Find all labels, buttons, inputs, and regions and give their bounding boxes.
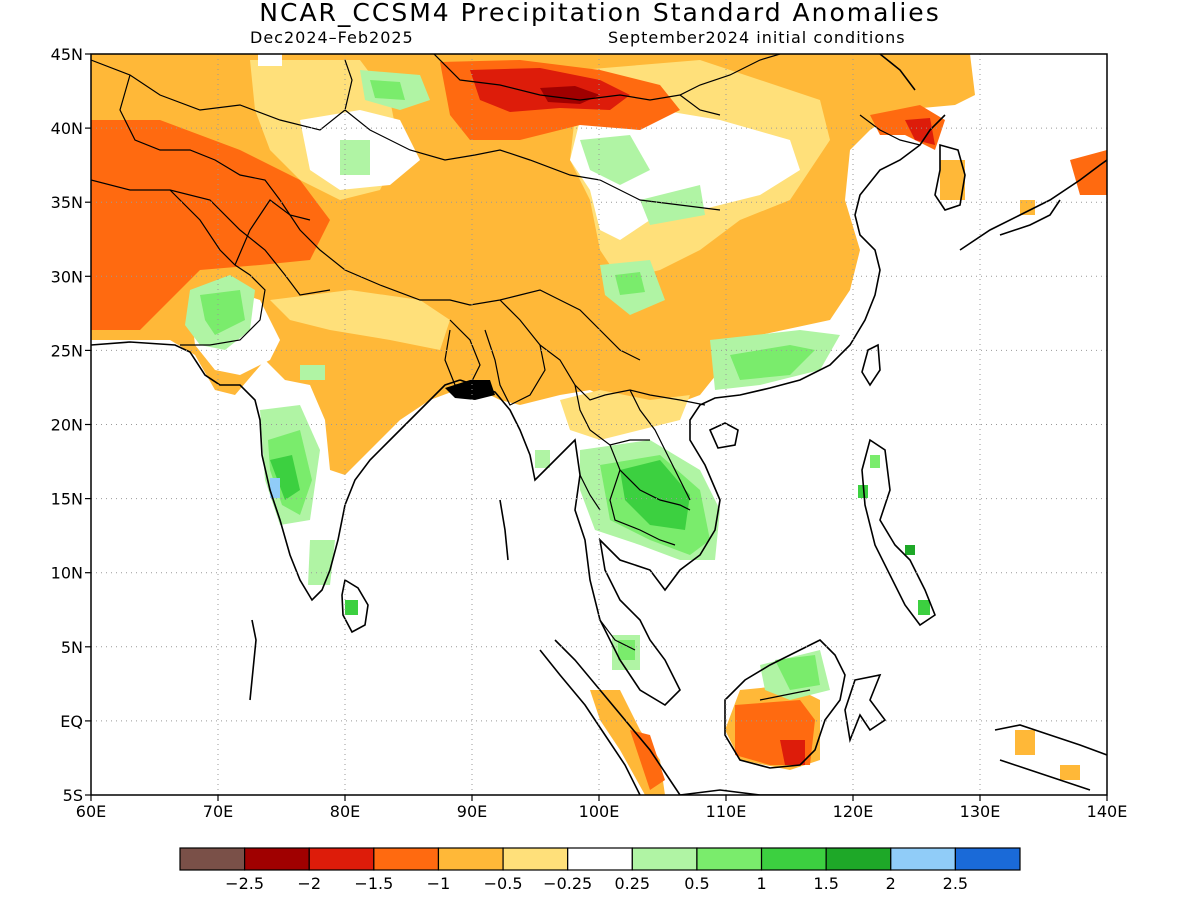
colorbar-swatch bbox=[760, 847, 827, 871]
colorbar-swatch bbox=[308, 847, 375, 871]
lon-tick-label: 100E bbox=[579, 802, 620, 821]
lat-tick-label: 10N bbox=[51, 564, 83, 583]
lat-tick-label: 5S bbox=[63, 786, 83, 805]
colorbar-swatch bbox=[631, 847, 698, 871]
gridlines bbox=[91, 54, 1107, 795]
colorbar-label: −1 bbox=[427, 874, 451, 893]
map-title: NCAR_CCSM4 Precipitation Standard Anomal… bbox=[259, 0, 941, 27]
lon-tick-label: 120E bbox=[833, 802, 874, 821]
lon-tick-label: 60E bbox=[76, 802, 106, 821]
latitude-ticks: 5S EQ 5N 10N 15N 20N 25N 30N 35N 40N 45N bbox=[51, 45, 91, 805]
colorbar-label: 0.5 bbox=[684, 874, 709, 893]
lat-tick-label: 25N bbox=[51, 341, 83, 360]
colorbar-label: −2 bbox=[297, 874, 321, 893]
lat-tick-label: EQ bbox=[60, 712, 83, 731]
lon-tick-label: 70E bbox=[203, 802, 233, 821]
colorbar-labels: −2.5 −2 −1.5 −1 −0.5 −0.25 0.25 0.5 1 1.5 2 2.5 bbox=[225, 874, 968, 893]
colorbar-label: −0.25 bbox=[543, 874, 592, 893]
colorbar bbox=[179, 847, 1021, 871]
colorbar-label: 1 bbox=[756, 874, 766, 893]
colorbar-label: 1.5 bbox=[813, 874, 838, 893]
lat-tick-label: 40N bbox=[51, 119, 83, 138]
lat-tick-label: 30N bbox=[51, 267, 83, 286]
colorbar-label: 2 bbox=[886, 874, 896, 893]
colorbar-label: −0.5 bbox=[484, 874, 523, 893]
colorbar-swatch bbox=[373, 847, 440, 871]
colorbar-swatch bbox=[244, 847, 310, 871]
colorbar-swatch bbox=[825, 847, 892, 871]
initial-conditions: September2024 initial conditions bbox=[608, 28, 906, 47]
colorbar-label: −1.5 bbox=[354, 874, 393, 893]
lon-tick-label: 140E bbox=[1087, 802, 1128, 821]
lat-tick-label: 35N bbox=[51, 193, 83, 212]
coastlines bbox=[91, 54, 1107, 795]
lat-tick-label: 45N bbox=[51, 45, 83, 64]
lat-tick-label: 5N bbox=[61, 638, 83, 657]
colorbar-label: 2.5 bbox=[943, 874, 968, 893]
lon-tick-label: 130E bbox=[960, 802, 1001, 821]
colorbar-swatch bbox=[179, 847, 246, 871]
colorbar-swatch bbox=[502, 847, 569, 871]
lat-tick-label: 15N bbox=[51, 490, 83, 509]
anomaly-shading bbox=[91, 54, 1107, 795]
forecast-period: Dec2024–Feb2025 bbox=[250, 28, 414, 47]
colorbar-swatch bbox=[696, 847, 763, 871]
colorbar-label: −2.5 bbox=[225, 874, 264, 893]
colorbar-swatch bbox=[954, 847, 1021, 871]
delta-coast bbox=[445, 380, 495, 400]
longitude-ticks: 60E 70E 80E 90E 100E 110E 120E 130E 140E bbox=[76, 795, 1128, 821]
colorbar-swatch bbox=[567, 847, 633, 871]
colorbar-swatch bbox=[890, 847, 956, 871]
colorbar-swatch bbox=[437, 847, 504, 871]
country-borders bbox=[91, 54, 921, 701]
lon-tick-label: 90E bbox=[457, 802, 487, 821]
lon-tick-label: 110E bbox=[706, 802, 747, 821]
lon-tick-label: 80E bbox=[330, 802, 360, 821]
colorbar-label: 0.25 bbox=[614, 874, 650, 893]
lat-tick-label: 20N bbox=[51, 416, 83, 435]
